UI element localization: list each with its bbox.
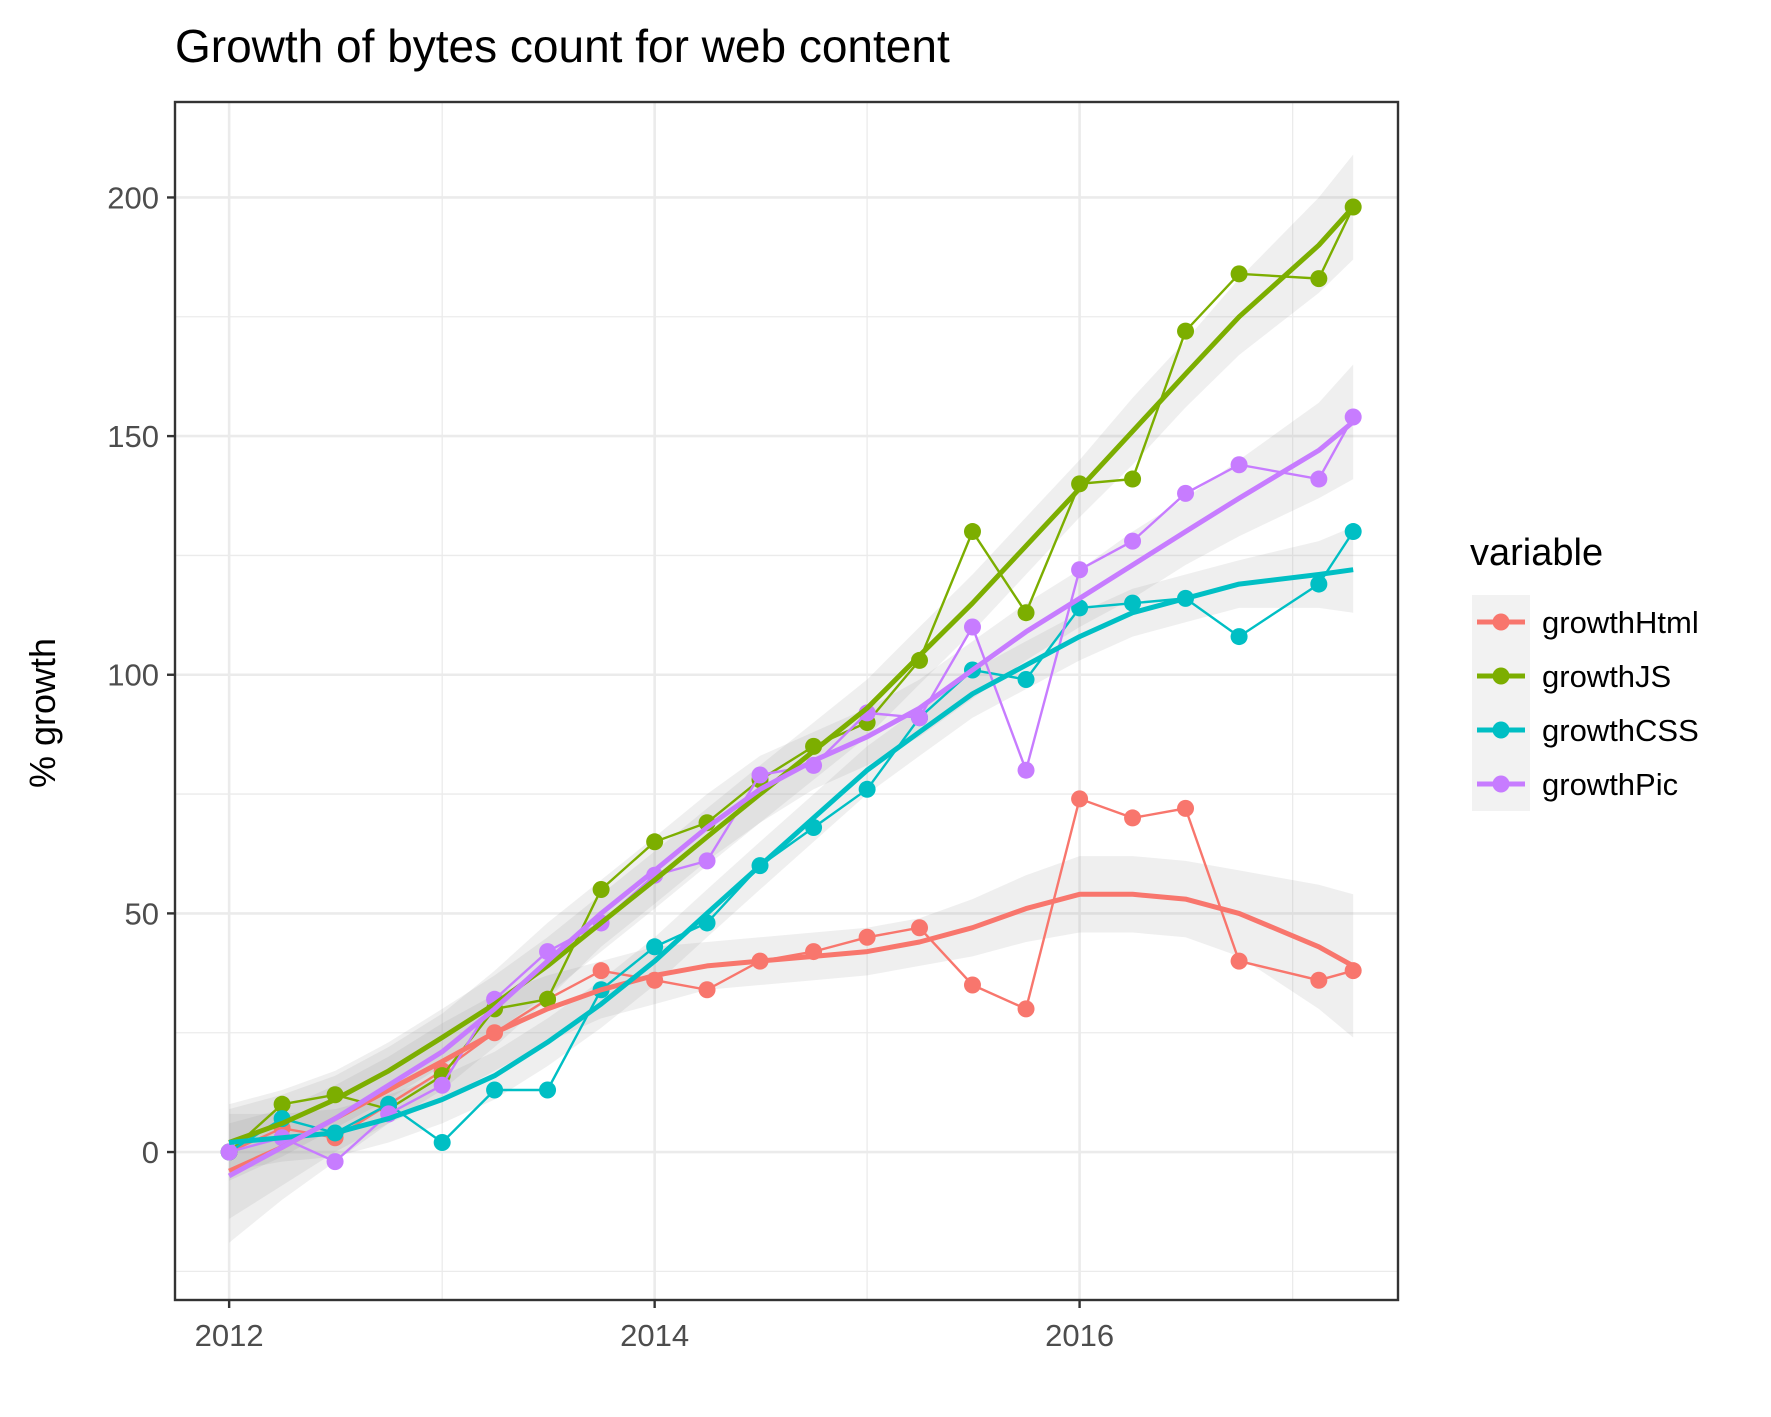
x-tick-label: 2012: [195, 1318, 264, 1353]
data-point-growthCSS: [1310, 575, 1328, 593]
data-point-growthCSS: [1230, 628, 1248, 646]
legend: variable growthHtml growthJS growthCSS growt…: [1470, 532, 1699, 811]
data-point-growthPic: [963, 618, 981, 636]
smooth-line-growthPic: [227, 419, 1355, 1179]
data-point-growthHtml: [1344, 962, 1362, 980]
plot-area: 0 50 100 150 200 2012 2014 2016: [107, 100, 1400, 1353]
data-point-growthJS: [646, 833, 664, 851]
data-point-growthCSS: [1017, 671, 1035, 689]
data-point-growthPic: [220, 1143, 238, 1161]
y-axis-title: % growth: [22, 638, 63, 788]
legend-label-growthHtml: growthHtml: [1542, 605, 1699, 640]
data-point-growthHtml: [1310, 971, 1328, 989]
data-point-growthCSS: [539, 1081, 557, 1099]
data-point-growthHtml: [1071, 790, 1089, 808]
data-point-growthHtml: [1017, 1000, 1035, 1018]
data-point-growthPic: [911, 709, 929, 727]
panel-border: [173, 100, 1400, 1302]
legend-label-growthPic: growthPic: [1542, 767, 1678, 802]
data-point-growthJS: [1177, 322, 1195, 340]
smooth-line-growthCSS: [228, 567, 1354, 1145]
x-tick-label: 2014: [620, 1318, 689, 1353]
y-tick-label: 100: [107, 658, 159, 693]
data-point-growthPic: [698, 852, 716, 870]
data-point-growthJS: [1310, 270, 1328, 288]
legend-key-background: [1472, 595, 1530, 811]
data-point-growthJS: [1124, 470, 1142, 488]
legend-key-point-growthCSS: [1492, 721, 1510, 739]
data-point-growthCSS: [1124, 594, 1142, 612]
data-point-growthPic: [1310, 470, 1328, 488]
data-point-growthHtml: [858, 928, 876, 946]
confidence-band-growthHtml: [229, 856, 1354, 1219]
x-tick-label: 2016: [1045, 1318, 1114, 1353]
confidence-band-growthJS: [229, 154, 1354, 1181]
legend-label-growthJS: growthJS: [1542, 659, 1671, 694]
data-point-growthHtml: [698, 981, 716, 999]
data-point-growthJS: [592, 881, 610, 899]
data-point-growthHtml: [911, 919, 929, 937]
data-point-growthCSS: [1344, 523, 1362, 541]
data-point-growthJS: [1230, 265, 1248, 283]
data-point-growthPic: [1177, 484, 1195, 502]
legend-key-point-growthPic: [1492, 775, 1510, 793]
data-point-growthPic: [1017, 761, 1035, 779]
data-point-growthCSS: [433, 1133, 451, 1151]
data-point-growthPic: [751, 766, 769, 784]
data-point-growthHtml: [1230, 952, 1248, 970]
data-point-growthJS: [911, 651, 929, 669]
data-point-growthPic: [433, 1076, 451, 1094]
y-tick-label: 50: [125, 896, 159, 931]
legend-key-point-growthJS: [1492, 667, 1510, 685]
legend-label-growthCSS: growthCSS: [1542, 713, 1699, 748]
data-point-growthJS: [963, 523, 981, 541]
data-point-growthPic: [1344, 408, 1362, 426]
data-point-growthJS: [539, 990, 557, 1008]
data-point-growthCSS: [486, 1081, 504, 1099]
data-point-growthCSS: [646, 938, 664, 956]
chart-title: Growth of bytes count for web content: [175, 20, 950, 72]
data-point-growthJS: [1071, 475, 1089, 493]
series-line-growthCSS: [228, 530, 1355, 1154]
legend-title: variable: [1470, 532, 1603, 574]
data-point-growthCSS: [858, 780, 876, 798]
data-point-growthJS: [1017, 604, 1035, 622]
data-point-growthPic: [1124, 532, 1142, 550]
y-tick-label: 200: [107, 180, 159, 215]
legend-key-point-growthHtml: [1492, 613, 1510, 631]
smooth-line-growthHtml: [228, 891, 1355, 1174]
y-tick-label: 150: [107, 419, 159, 454]
data-point-growthHtml: [1124, 809, 1142, 827]
y-tick-label: 0: [142, 1135, 159, 1170]
data-point-growthHtml: [1177, 799, 1195, 817]
data-point-growthJS: [273, 1095, 291, 1113]
data-point-growthPic: [1071, 561, 1089, 579]
data-point-growthHtml: [592, 962, 610, 980]
data-point-growthPic: [326, 1153, 344, 1171]
data-point-growthPic: [1230, 456, 1248, 474]
confidence-band-growthCSS: [229, 526, 1354, 1172]
data-point-growthHtml: [963, 976, 981, 994]
